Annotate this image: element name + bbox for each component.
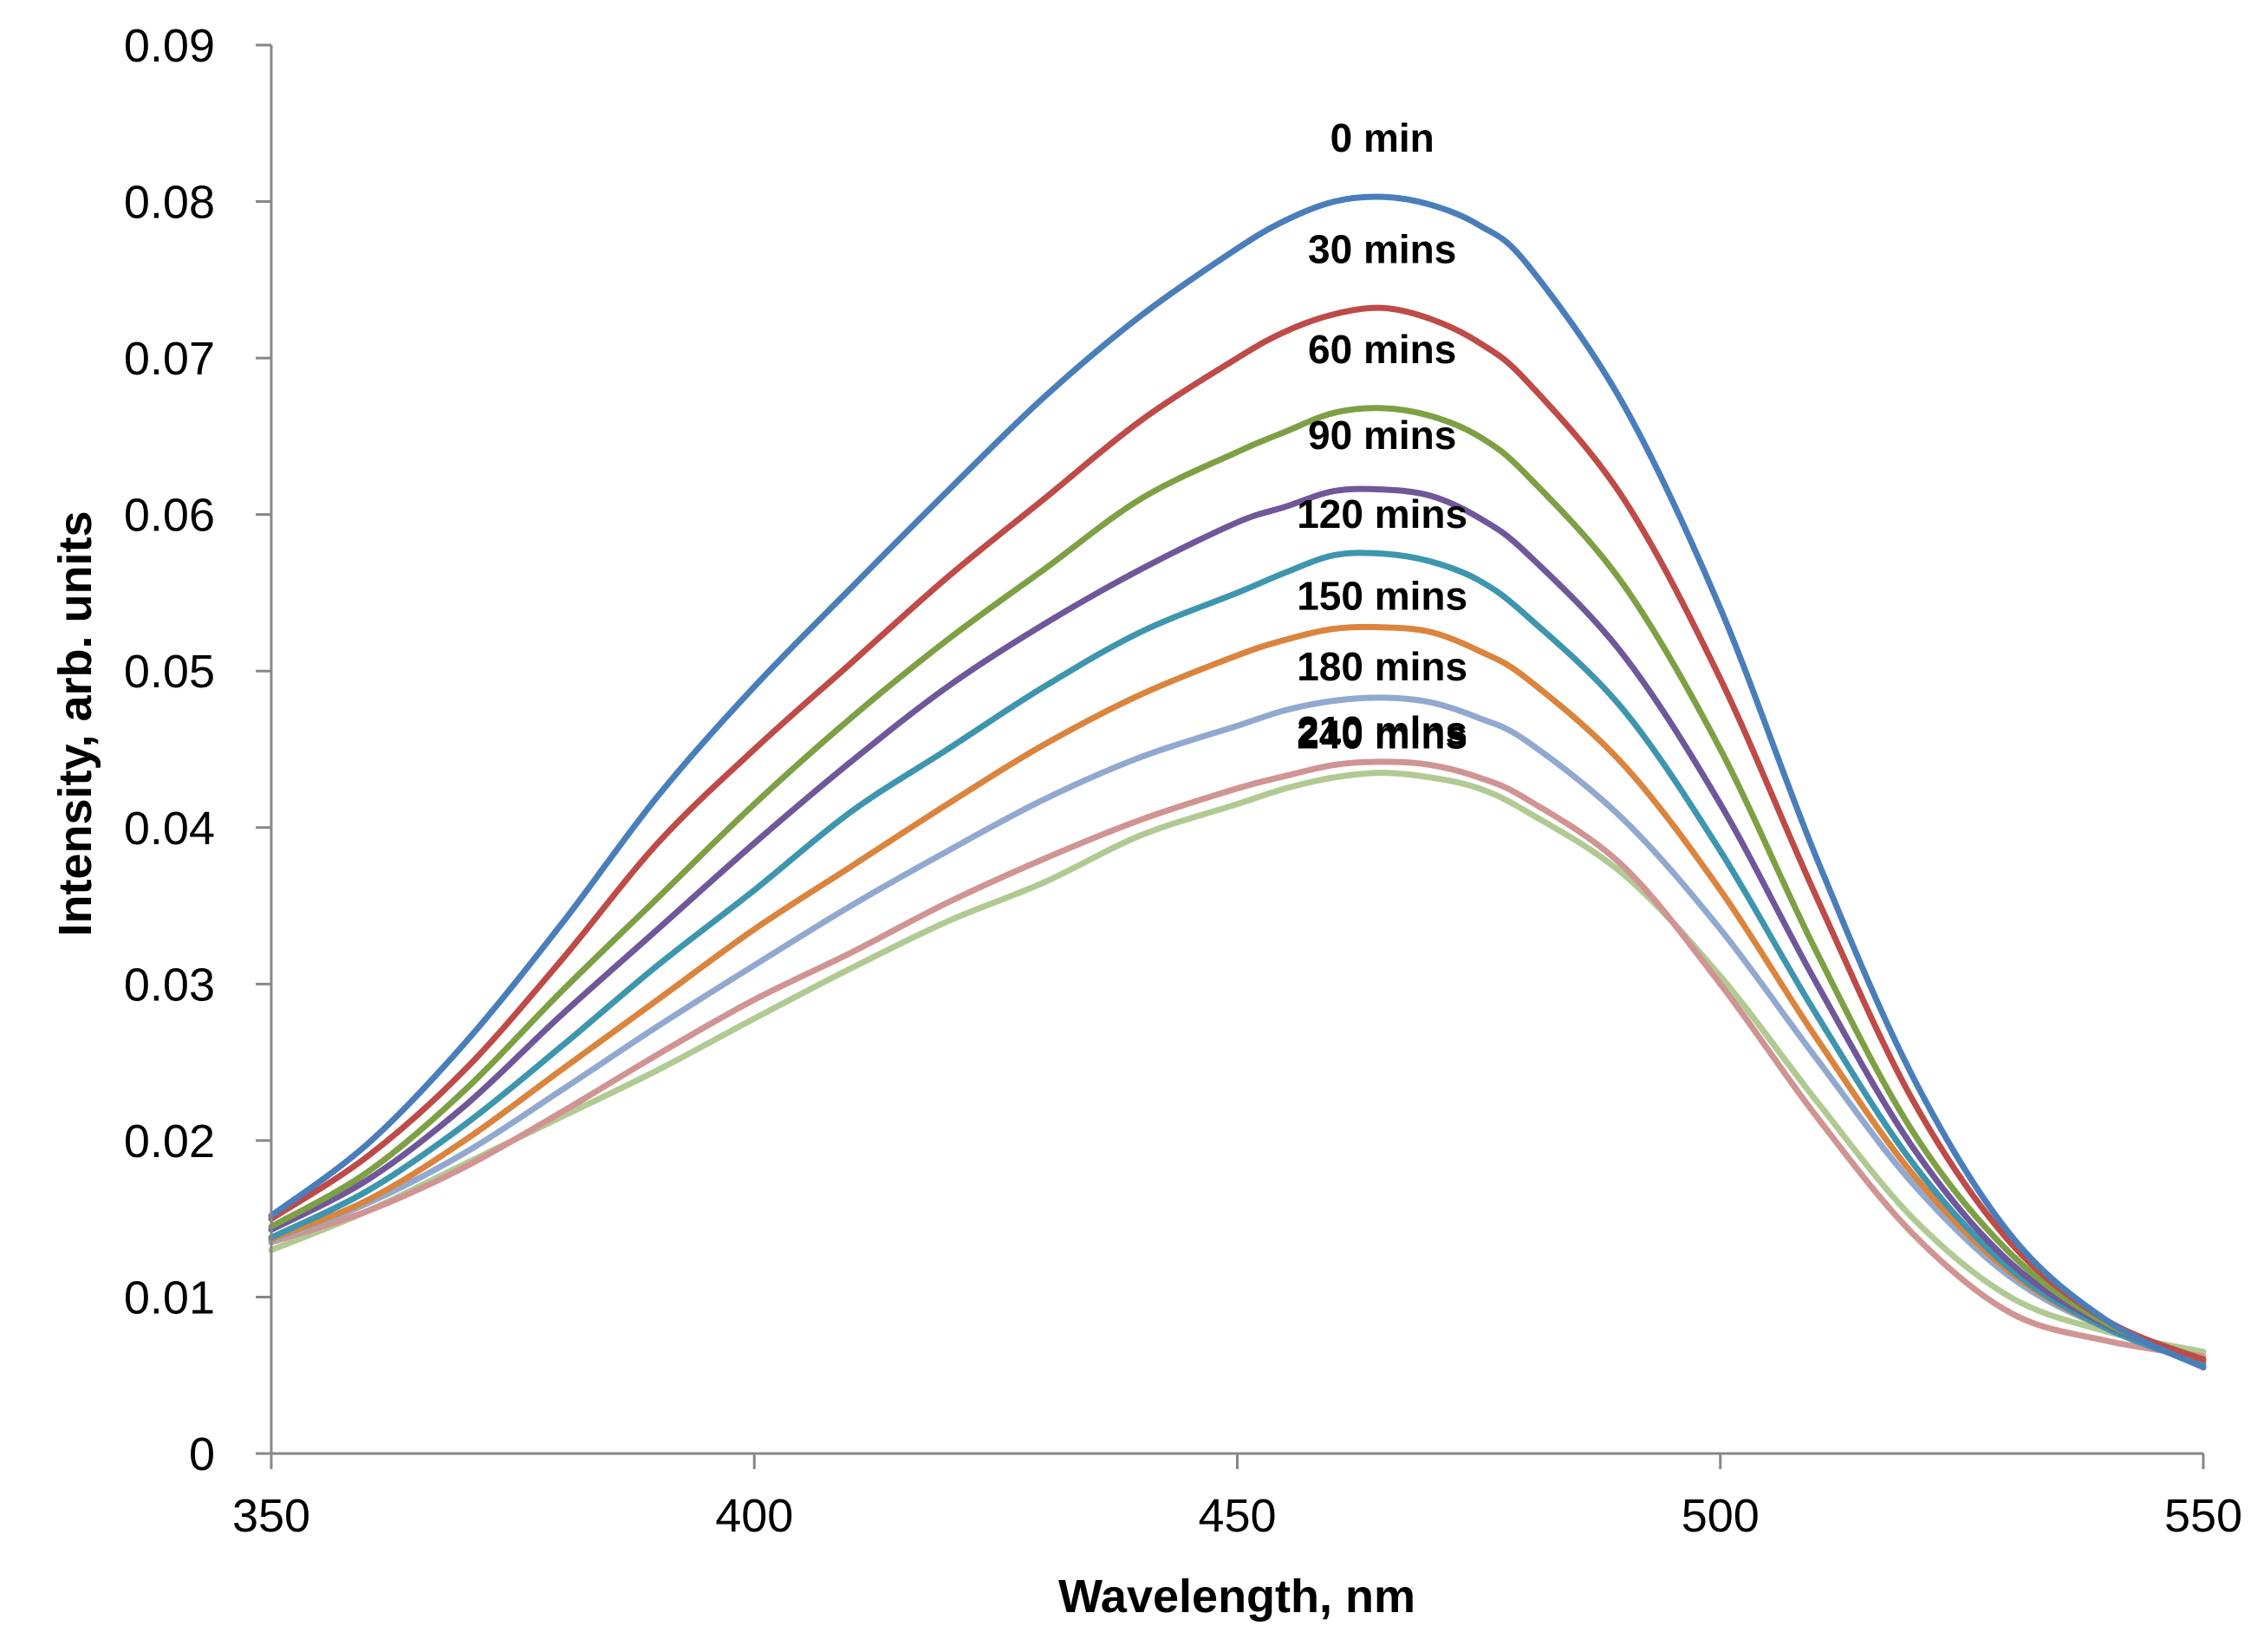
series-label: 210 mins: [1297, 708, 1467, 753]
series-line-120-mins: [268, 550, 2207, 1368]
series-lines: [268, 193, 2207, 1371]
series-label: 0 min: [1330, 115, 1435, 160]
y-tick-label: 0.02: [124, 1115, 215, 1167]
y-tick-label: 0.06: [124, 490, 215, 542]
series-line-240-mins: [268, 770, 2207, 1356]
series-label: 90 mins: [1308, 413, 1456, 458]
y-tick-label: 0.05: [124, 646, 215, 698]
series-label: 150 mins: [1297, 574, 1467, 619]
x-tick-label: 500: [1682, 1490, 1760, 1542]
y-tick-label: 0: [189, 1428, 215, 1480]
series-line-0-min: [268, 193, 2207, 1371]
axes: [270, 45, 2203, 1455]
series-line-60-mins: [268, 405, 2207, 1363]
x-tick-label: 350: [232, 1490, 310, 1542]
x-axis-title: Wavelength, nm: [1058, 1571, 1415, 1623]
series-line-30-mins: [268, 304, 2207, 1363]
series-line-150-mins: [268, 623, 2207, 1366]
x-tick-label: 400: [715, 1490, 793, 1542]
y-tick-label: 0.03: [124, 959, 215, 1011]
x-axis-ticks: 350 400 450 500 550: [232, 1454, 2242, 1542]
series-label: 240 mins: [1297, 712, 1467, 758]
y-tick-label: 0.04: [124, 803, 215, 855]
y-axis-title: Intensity, arb. units: [49, 511, 101, 936]
x-tick-label: 550: [2164, 1490, 2242, 1542]
y-tick-label: 0.07: [124, 333, 215, 385]
y-tick-label: 0.09: [124, 20, 215, 72]
series-label: 60 mins: [1308, 327, 1456, 372]
series-labels: 0 min 30 mins 60 mins 90 mins 120 mins 150 mi…: [1297, 115, 1467, 757]
series-label: 30 mins: [1308, 226, 1456, 271]
y-axis-ticks: 0 0.01 0.02 0.03 0.04 0.05 0.06 0.07 0.08 0.09: [124, 20, 271, 1480]
series-label: 120 mins: [1297, 491, 1467, 537]
y-tick-label: 0.08: [124, 177, 215, 229]
series-line-210-mins: [268, 758, 2207, 1360]
series-line-180-mins: [268, 694, 2207, 1363]
y-tick-label: 0.01: [124, 1272, 215, 1324]
x-tick-label: 450: [1198, 1490, 1276, 1542]
series-line-90-mins: [268, 485, 2207, 1363]
series-label: 180 mins: [1297, 644, 1467, 689]
